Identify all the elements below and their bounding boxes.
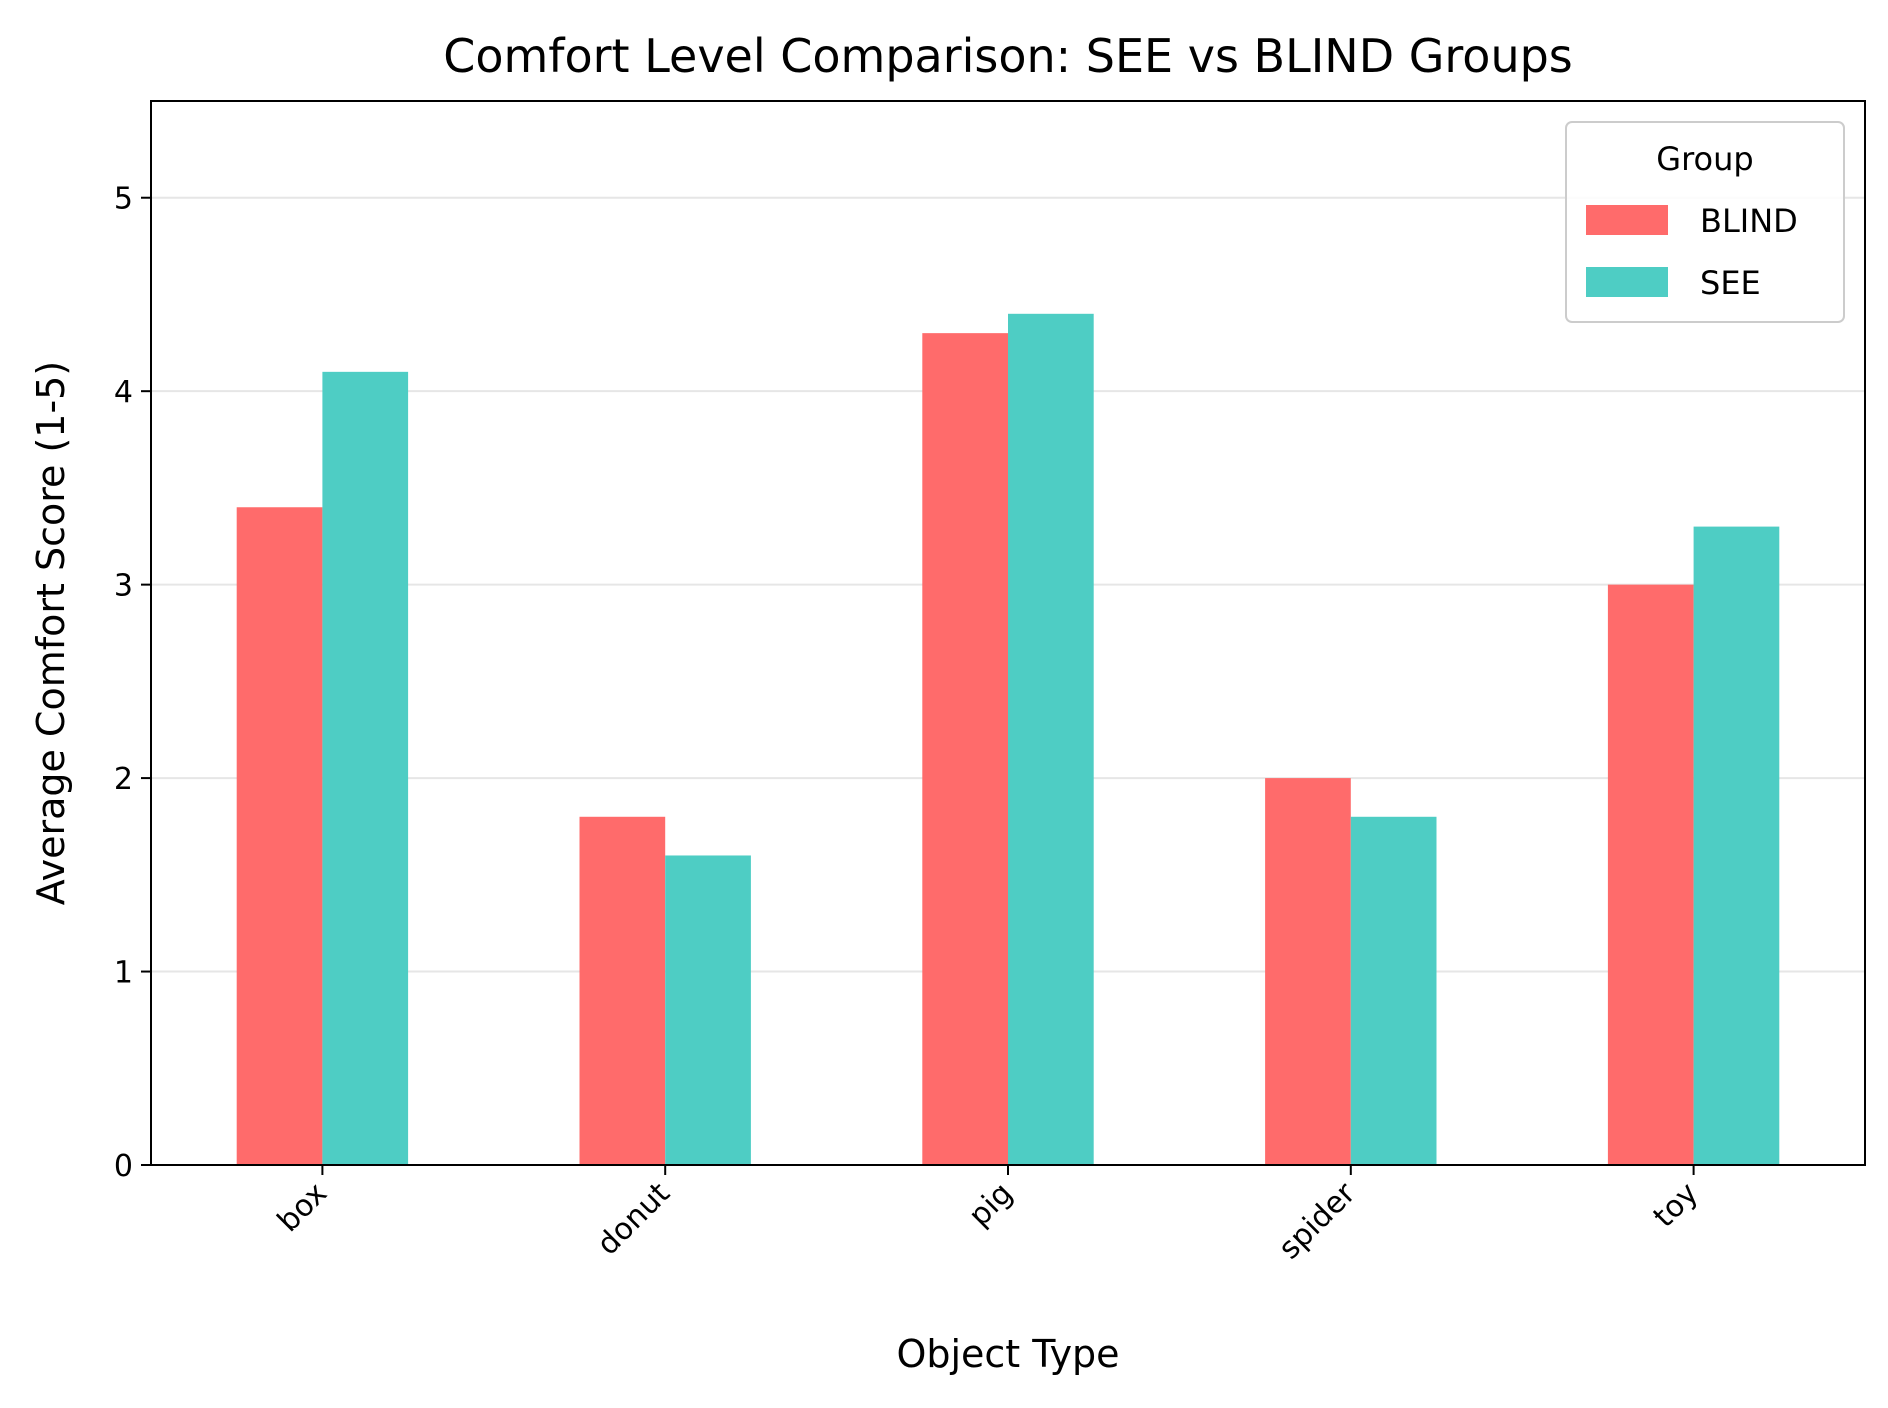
bar-blind-box — [236, 507, 323, 1166]
y-tick-label: 0 — [114, 1149, 133, 1184]
bar-blind-donut — [579, 816, 666, 1165]
legend-label-see: SEE — [1700, 264, 1761, 302]
y-tick-label: 4 — [114, 375, 133, 410]
legend: Group BLIND SEE — [1565, 121, 1845, 323]
legend-swatch-see — [1586, 267, 1668, 297]
y-tick-label: 3 — [114, 569, 133, 604]
bar-blind-spider — [1265, 778, 1351, 1165]
chart-title: Comfort Level Comparison: SEE vs BLIND G… — [443, 29, 1573, 83]
y-axis-label: Average Comfort Score (1-5) — [29, 361, 73, 905]
legend-label-blind: BLIND — [1700, 202, 1798, 240]
legend-title: Group — [1656, 140, 1753, 178]
x-axis-label: Object Type — [896, 1332, 1119, 1376]
y-tick-label: 5 — [114, 182, 133, 217]
legend-swatch-blind — [1586, 205, 1668, 235]
bar-see-toy — [1693, 526, 1780, 1165]
legend-entries: BLIND SEE — [1586, 202, 1798, 302]
bar-see-pig — [1008, 313, 1094, 1165]
bar-see-donut — [665, 855, 751, 1165]
bar-blind-toy — [1607, 584, 1694, 1165]
y-axis-ticks: 0 1 2 3 4 5 — [114, 182, 151, 1184]
bar-see-box — [322, 371, 409, 1165]
y-tick-label: 1 — [114, 956, 133, 991]
y-tick-label: 2 — [114, 762, 133, 797]
bar-blind-pig — [922, 333, 1008, 1165]
bars — [236, 313, 1780, 1166]
bar-see-spider — [1350, 816, 1437, 1165]
